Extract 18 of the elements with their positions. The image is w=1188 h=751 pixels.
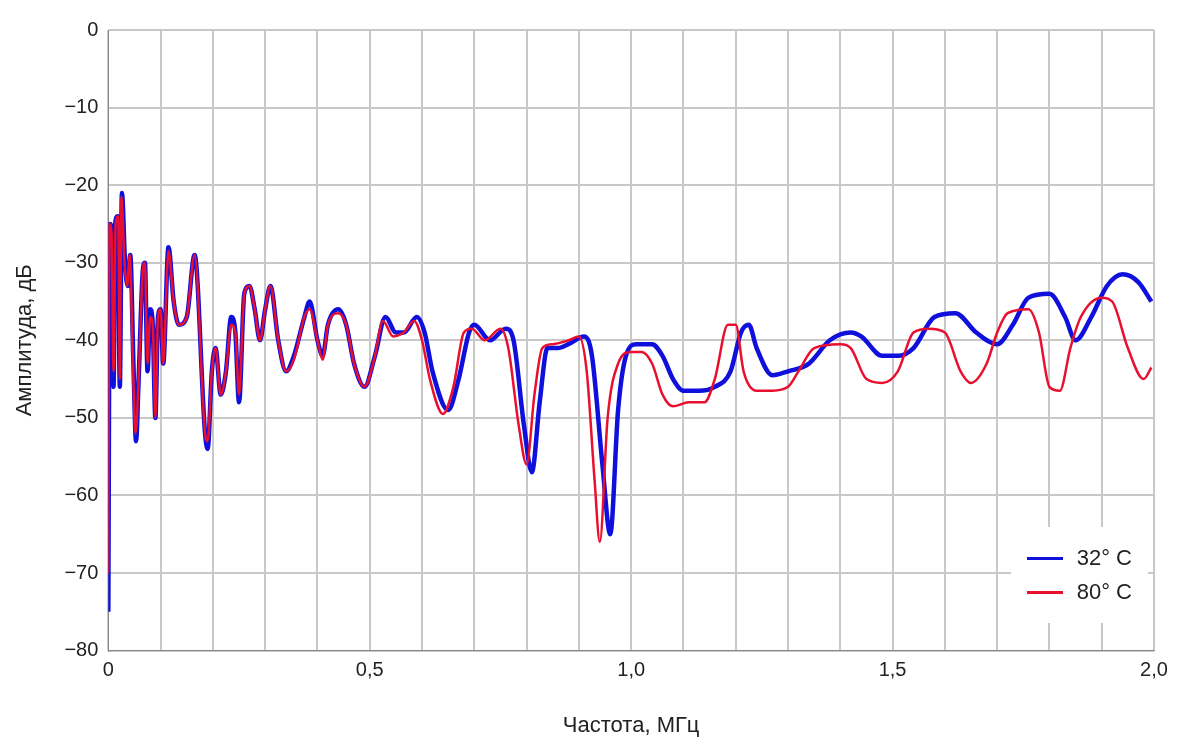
x-tick-label: 0,5: [355, 658, 384, 681]
y-tick-label: −10: [64, 95, 99, 118]
y-tick-label: 0: [87, 17, 99, 40]
y-tick-label: −80: [64, 638, 99, 661]
x-tick-label: 0: [102, 658, 114, 681]
y-tick-label: −50: [64, 405, 99, 428]
x-tick-label: 1,0: [617, 658, 646, 681]
legend-label: 80° C: [1076, 579, 1132, 605]
y-tick-label: −40: [64, 327, 99, 350]
y-tick-label: −30: [64, 250, 99, 273]
y-axis-title: Амплитуда, дБ: [11, 264, 37, 417]
x-tick-label: 1,5: [878, 658, 907, 681]
y-tick-label: −60: [64, 482, 99, 505]
x-tick-label: 2,0: [1140, 658, 1168, 681]
legend-label: 32° C: [1076, 545, 1132, 571]
y-tick-label: −20: [64, 172, 99, 195]
y-tick-label: −70: [64, 560, 99, 583]
x-axis-title: Частота, МГц: [562, 711, 700, 737]
